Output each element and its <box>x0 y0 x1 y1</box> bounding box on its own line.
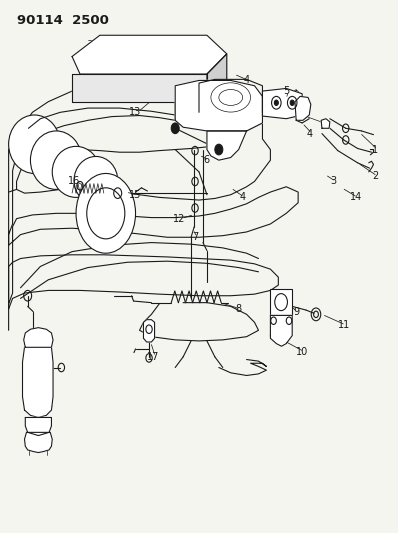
Polygon shape <box>24 328 53 348</box>
Polygon shape <box>25 417 51 435</box>
Polygon shape <box>175 80 262 131</box>
Text: 7: 7 <box>192 232 198 243</box>
Circle shape <box>171 123 179 134</box>
Text: 12: 12 <box>173 214 185 224</box>
Text: 11: 11 <box>338 320 350 330</box>
Polygon shape <box>295 96 311 120</box>
Circle shape <box>290 100 294 106</box>
Polygon shape <box>321 119 330 128</box>
Text: 14: 14 <box>349 192 362 203</box>
Text: 6: 6 <box>204 155 210 165</box>
Text: 2: 2 <box>373 171 378 181</box>
Text: 90114  2500: 90114 2500 <box>17 14 108 27</box>
Text: 8: 8 <box>236 304 242 314</box>
Circle shape <box>274 100 278 106</box>
Text: 15: 15 <box>129 190 142 200</box>
Text: 10: 10 <box>296 346 308 357</box>
Text: 17: 17 <box>147 352 160 362</box>
Ellipse shape <box>30 131 82 189</box>
Bar <box>270 289 292 316</box>
Polygon shape <box>262 88 302 119</box>
Polygon shape <box>207 54 227 102</box>
Ellipse shape <box>52 147 100 197</box>
Text: 13: 13 <box>129 107 142 117</box>
Ellipse shape <box>74 157 118 204</box>
Text: 4: 4 <box>244 76 250 85</box>
Polygon shape <box>25 432 52 453</box>
Text: 9: 9 <box>293 306 299 317</box>
Text: 4: 4 <box>240 192 246 203</box>
Polygon shape <box>23 340 53 417</box>
Circle shape <box>215 144 223 155</box>
Text: 3: 3 <box>331 176 337 187</box>
Polygon shape <box>270 316 292 346</box>
Text: 5: 5 <box>283 86 289 96</box>
Circle shape <box>76 173 136 253</box>
Text: 1: 1 <box>373 144 378 155</box>
Polygon shape <box>207 131 247 160</box>
Ellipse shape <box>9 115 60 173</box>
Text: 16: 16 <box>68 176 80 187</box>
Polygon shape <box>72 35 227 74</box>
Polygon shape <box>143 320 154 342</box>
Polygon shape <box>72 74 207 102</box>
Text: 4: 4 <box>307 128 313 139</box>
